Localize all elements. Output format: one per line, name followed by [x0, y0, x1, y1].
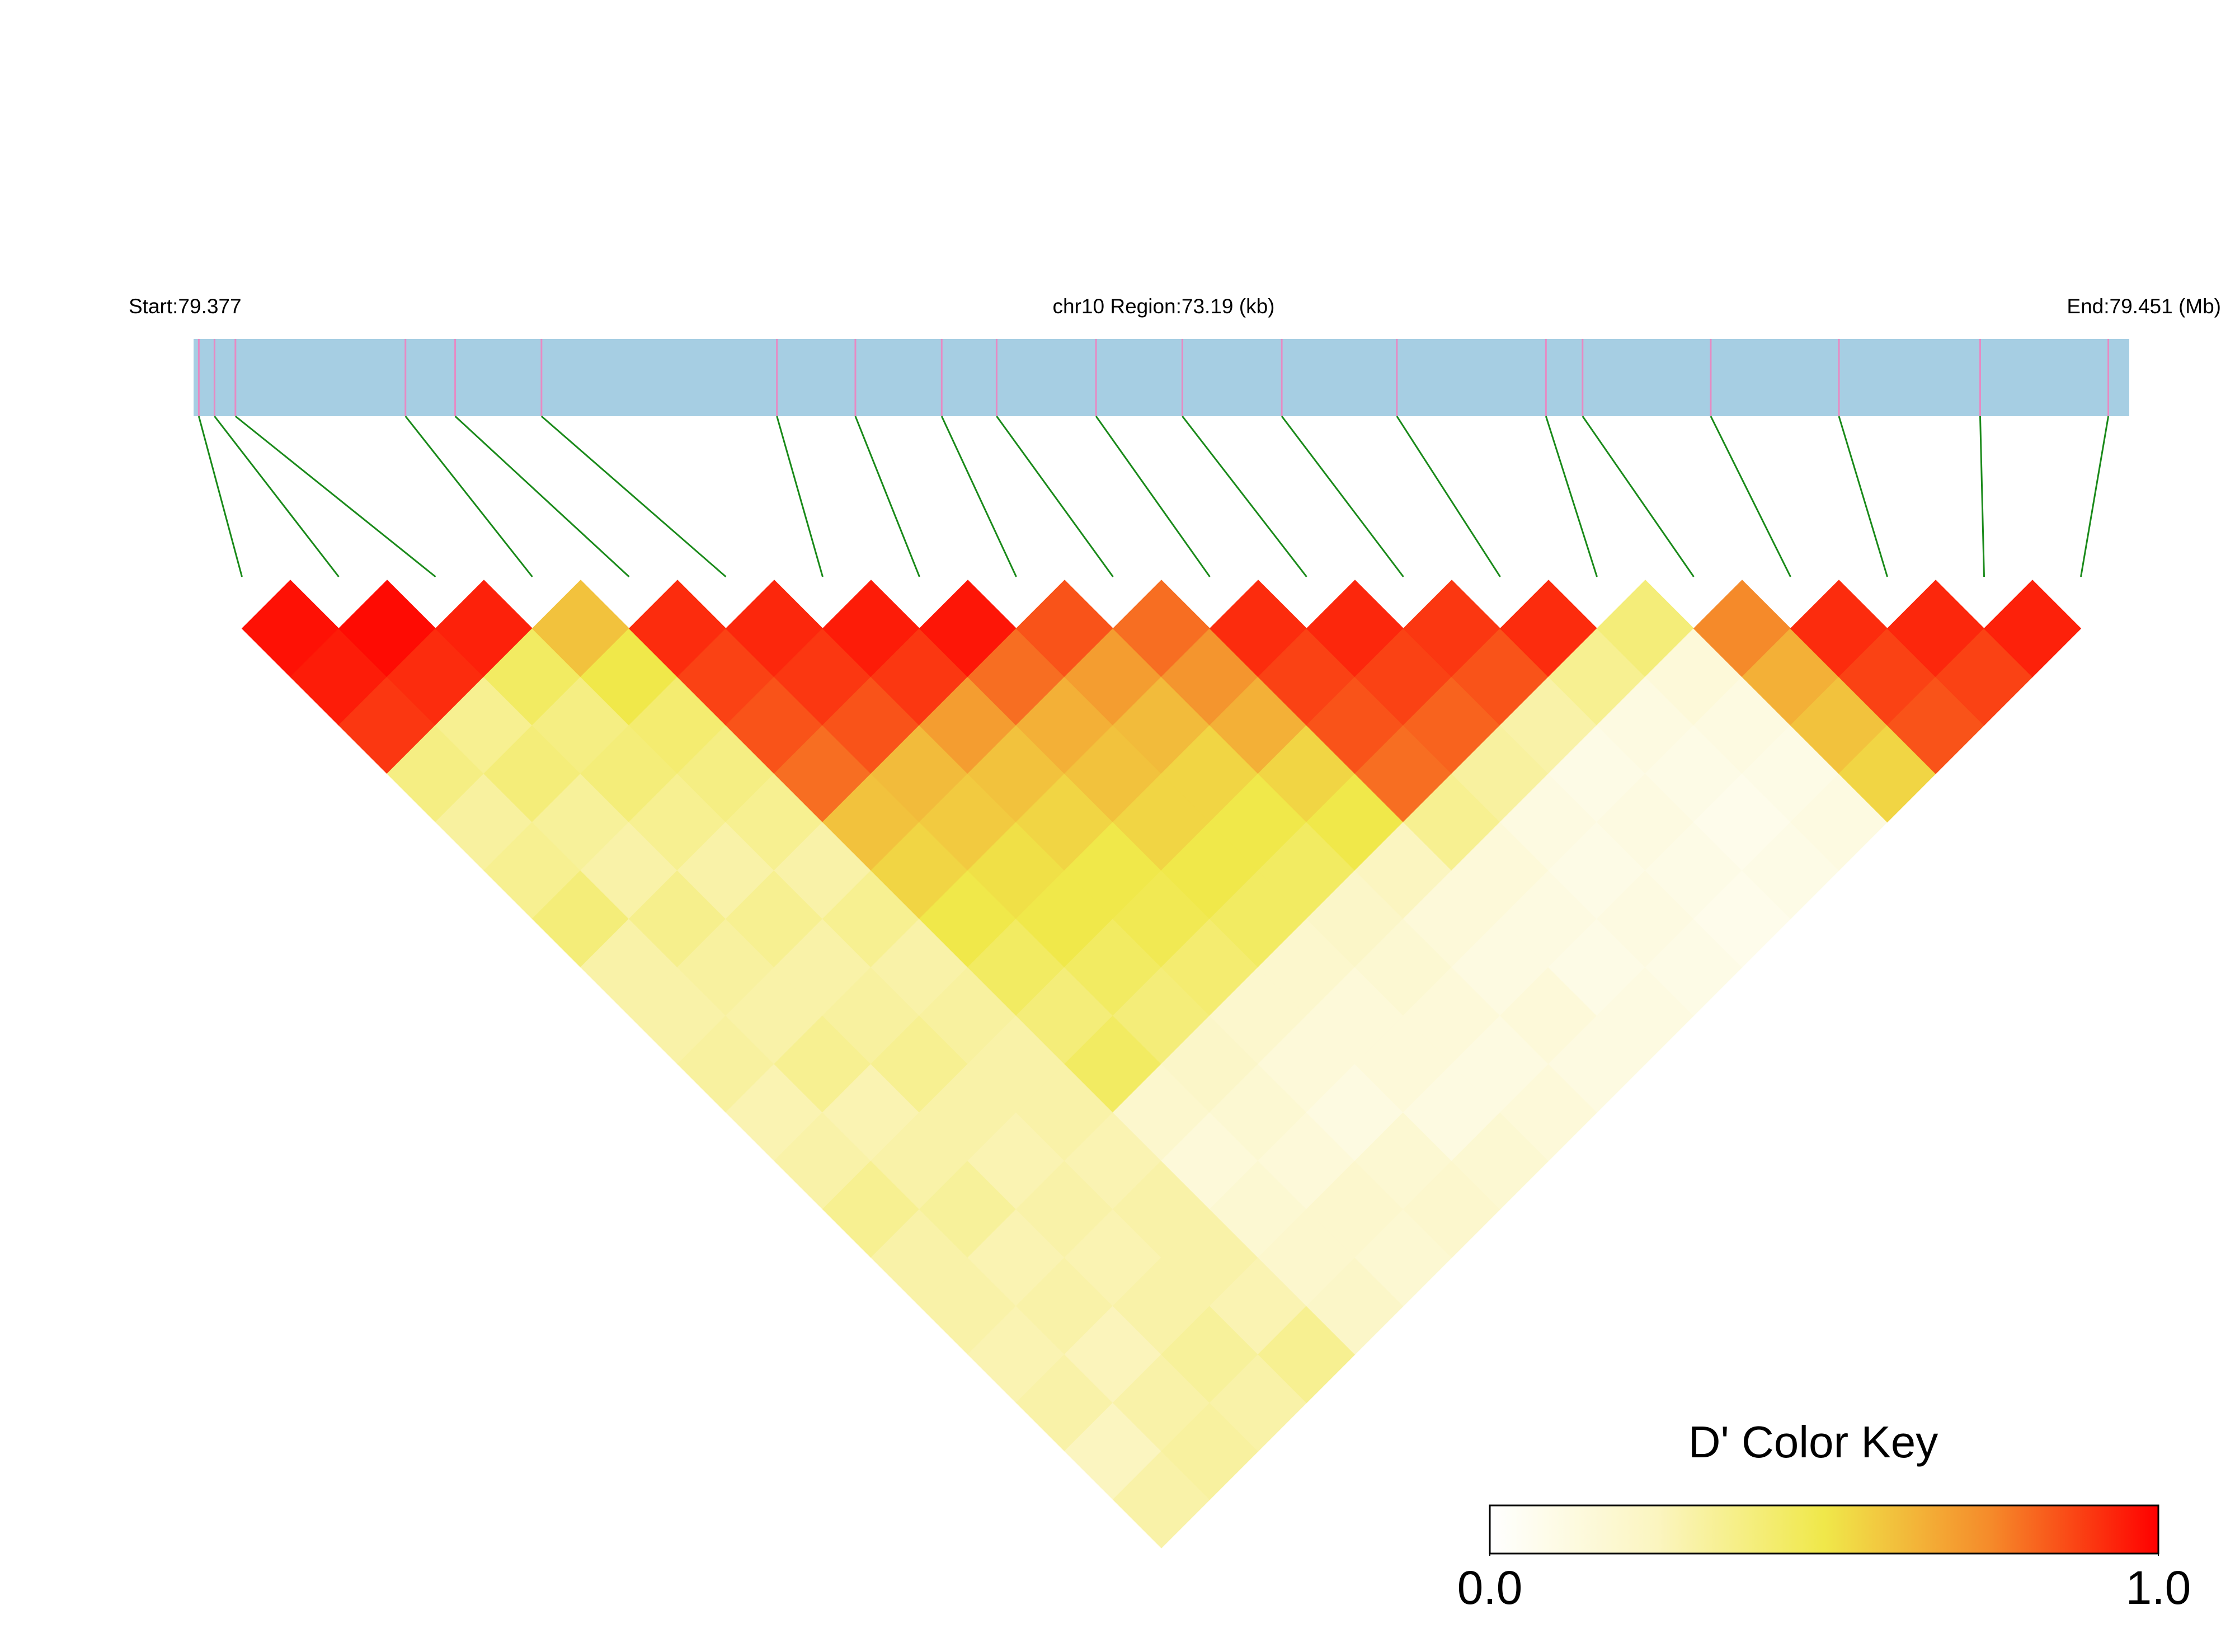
snp-link [776, 416, 824, 577]
snp-link [1710, 416, 1791, 577]
snp-link [234, 415, 436, 578]
snp-link [1979, 416, 1985, 577]
snp-link [540, 415, 727, 578]
snp-link [454, 415, 630, 578]
snp-link [1281, 416, 1404, 577]
key-tick-label: 0.0 [1457, 1561, 1523, 1614]
snp-link [404, 416, 533, 577]
region-label: chr10 Region:73.19 (kb) [1053, 295, 1275, 318]
snp-link [1545, 416, 1598, 577]
end-label: End:79.451 (Mb) [2067, 295, 2221, 318]
snp-track [194, 339, 2129, 416]
snp-link [214, 416, 340, 577]
color-key [1489, 1504, 2159, 1555]
snp-link [1396, 416, 1501, 577]
snp-link [1838, 416, 1888, 577]
snp-link [940, 416, 1017, 577]
start-label: Start:79.377 [129, 295, 242, 318]
key-title: D' Color Key [1688, 1417, 1938, 1467]
snp-link [996, 416, 1114, 577]
snp-link [2080, 416, 2110, 577]
ld-cell [1983, 580, 2082, 677]
snp-link [1582, 416, 1695, 577]
snp-link [197, 416, 243, 577]
snp-link [1182, 416, 1307, 577]
snp-link [1095, 416, 1211, 577]
snp-link [854, 416, 920, 577]
key-tick-label: 1.0 [2126, 1561, 2191, 1614]
